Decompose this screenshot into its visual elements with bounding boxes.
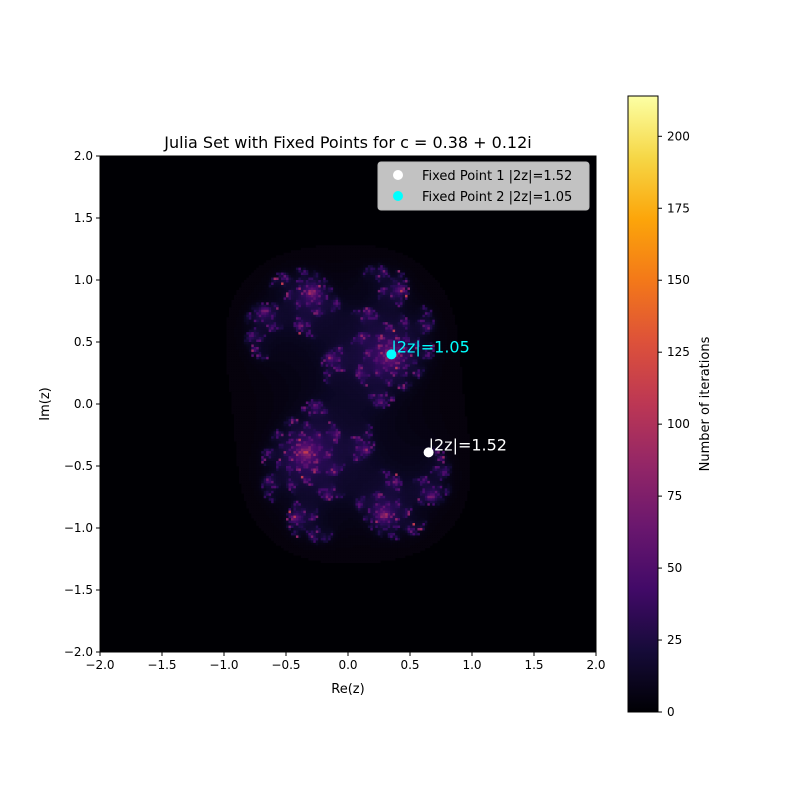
legend-marker-fixed-point-2 <box>393 191 403 201</box>
x-tick-label: 0.5 <box>400 658 419 672</box>
y-tick-label: −1.0 <box>64 521 93 535</box>
legend: Fixed Point 1 |2z|=1.52 Fixed Point 2 |2… <box>377 161 590 211</box>
fixed-point-1-marker <box>423 447 434 458</box>
fixed-points: |2z|=1.52 |2z|=1.05 <box>386 337 507 458</box>
colorbar-tick-label: 175 <box>667 201 690 215</box>
x-tick-label: −1.5 <box>147 658 176 672</box>
fixed-point-2-annotation: |2z|=1.05 <box>391 337 469 356</box>
x-tick-label: 0.0 <box>338 658 357 672</box>
chart-title: Julia Set with Fixed Points for c = 0.38… <box>163 133 531 152</box>
y-tick-label: −1.5 <box>64 583 93 597</box>
y-tick-label: −0.5 <box>64 459 93 473</box>
y-axis: −2.0 −1.5 −1.0 −0.5 0.0 0.5 1.0 1.5 2.0 <box>64 149 100 659</box>
colorbar-label: Number of iterations <box>698 336 713 471</box>
colorbar-tick-label: 150 <box>667 273 690 287</box>
x-tick-label: −2.0 <box>85 658 114 672</box>
x-tick-label: −0.5 <box>271 658 300 672</box>
legend-marker-fixed-point-1 <box>393 170 403 180</box>
colorbar-tick-label: 200 <box>667 129 690 143</box>
y-tick-label: 1.5 <box>74 211 93 225</box>
y-tick-label: 2.0 <box>74 149 93 163</box>
colorbar-tick-label: 50 <box>667 561 682 575</box>
colorbar <box>627 95 659 713</box>
y-tick-label: −2.0 <box>64 645 93 659</box>
legend-label-fixed-point-1: Fixed Point 1 |2z|=1.52 <box>422 169 572 184</box>
colorbar-tick-label: 0 <box>667 705 675 719</box>
x-tick-label: 1.0 <box>462 658 481 672</box>
fixed-point-2-marker <box>386 349 397 360</box>
x-tick-label: 1.5 <box>524 658 543 672</box>
colorbar-tick-label: 125 <box>667 345 690 359</box>
x-axis-label: Re(z) <box>331 682 364 697</box>
x-tick-label: −1.0 <box>209 658 238 672</box>
x-axis: −2.0 −1.5 −1.0 −0.5 0.0 0.5 1.0 1.5 2.0 <box>85 652 606 672</box>
y-axis-label: Im(z) <box>38 387 53 420</box>
julia-fractal <box>226 245 470 564</box>
legend-label-fixed-point-2: Fixed Point 2 |2z|=1.05 <box>422 190 572 205</box>
colorbar-tick-label: 100 <box>667 417 690 431</box>
y-tick-label: 0.0 <box>74 397 93 411</box>
y-tick-label: 0.5 <box>74 335 93 349</box>
y-tick-label: 1.0 <box>74 273 93 287</box>
legend-box <box>377 161 590 211</box>
colorbar-tick-label: 75 <box>667 489 682 503</box>
fixed-point-1-annotation: |2z|=1.52 <box>429 435 507 454</box>
colorbar-axis: 0 25 50 75 100 125 150 175 200 <box>658 129 690 719</box>
x-tick-label: 2.0 <box>586 658 605 672</box>
colorbar-tick-label: 25 <box>667 633 682 647</box>
